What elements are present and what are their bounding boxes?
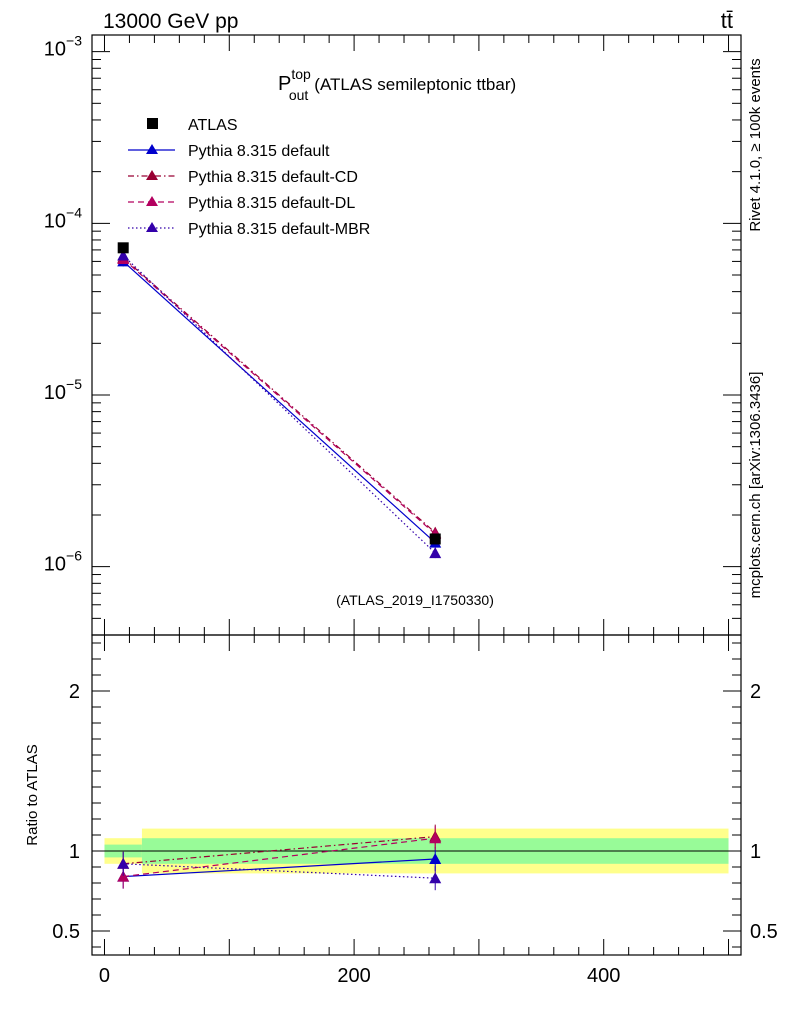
main-series-marker — [429, 547, 442, 559]
main-ytick-label-base: 10 — [44, 39, 66, 61]
ratio-xtick-label: 0 — [99, 965, 110, 987]
main-ytick-label-exp: −4 — [66, 204, 82, 220]
chart-title-main: P — [278, 73, 291, 95]
ratio-series-line — [123, 863, 436, 879]
legend-label-default-dl: Pythia 8.315 default-DL — [188, 195, 355, 212]
ratio-series-line — [123, 837, 436, 878]
ratio-xtick-label: 400 — [587, 965, 620, 987]
ratio-series-marker — [429, 872, 442, 884]
ratio-bands-layer — [104, 828, 729, 874]
main-series-layer — [117, 242, 442, 559]
legend-label-atlas: ATLAS — [188, 117, 238, 134]
chart-title: Ptop out (ATLAS semileptonic ttbar) — [278, 66, 516, 103]
ratio-series-marker — [117, 870, 130, 882]
header-left: 13000 GeV pp — [103, 10, 238, 33]
ratio-ylabel: Ratio to ATLAS — [24, 744, 41, 845]
ratio-axes-layer: 0 200 400 0.5 0.5 1 1 2 2 — [52, 635, 778, 987]
ratio-ytick-label-right: 0.5 — [750, 921, 778, 943]
ratio-xtick-label: 200 — [337, 965, 370, 987]
legend-marker-default-dl — [146, 196, 158, 206]
main-series-marker — [117, 249, 130, 261]
ratio-ytick-label-left: 1 — [69, 841, 80, 863]
atlas-data-point — [117, 242, 129, 254]
legend-marker-default — [146, 144, 158, 154]
legend-label-default: Pythia 8.315 default — [188, 143, 330, 160]
header-right: tt̄ — [721, 8, 733, 33]
main-ytick-label-base: 10 — [44, 210, 66, 232]
ratio-ytick-label-left: 0.5 — [52, 921, 80, 943]
chart-title-sup: top — [291, 66, 311, 82]
ratio-panel: 0 200 400 0.5 0.5 1 1 2 2 Ratio to ATLAS — [24, 634, 778, 987]
analysis-tag: (ATLAS_2019_I1750330) — [336, 592, 494, 608]
atlas-data-point — [429, 533, 441, 545]
ratio-series-line — [123, 858, 436, 878]
legend-marker-default-cd — [146, 170, 158, 180]
main-ytick-label: 10−4 — [44, 204, 82, 232]
main-panel: 10−610−510−410−3 Ptop out(ATLAS semilepto… — [44, 33, 742, 636]
legend-label-default-cd: Pythia 8.315 default-CD — [188, 169, 358, 186]
legend-marker-atlas — [147, 118, 158, 129]
main-ytick-label-exp: −3 — [66, 33, 82, 49]
main-ytick-label: 10−3 — [44, 33, 82, 61]
chart-title-sub: out — [289, 87, 309, 103]
mcplots-label: mcplots.cern.ch [arXiv:1306.3436] — [747, 372, 764, 599]
main-ytick-label-base: 10 — [44, 382, 66, 404]
main-series-line — [122, 260, 436, 544]
main-ytick-label: 10−6 — [44, 548, 82, 576]
main-ytick-label-exp: −5 — [66, 376, 82, 392]
main-ytick-label: 10−5 — [44, 376, 82, 404]
ratio-series-line — [123, 836, 436, 865]
ratio-series-layer — [117, 824, 442, 891]
ratio-series-marker — [117, 857, 130, 869]
ratio-series-marker — [429, 832, 442, 844]
ratio-ytick-label-left: 2 — [69, 681, 80, 703]
main-series-line — [122, 257, 436, 534]
chart-title-rest: (ATLAS semileptonic ttbar) — [314, 75, 516, 94]
main-ytick-label-base: 10 — [44, 554, 66, 576]
rivet-version-label: Rivet 4.1.0, ≥ 100k events — [747, 58, 764, 231]
ratio-panel-frame — [91, 634, 742, 956]
main-ytick-label-exp: −6 — [66, 548, 82, 564]
legend-marker-default-mbr — [146, 222, 158, 232]
ratio-ytick-label-right: 2 — [750, 681, 761, 703]
legend: ATLAS Pythia 8.315 default Pythia 8.315 … — [128, 117, 370, 238]
ratio-ytick-label-right: 1 — [750, 841, 761, 863]
ratio-series-marker — [429, 853, 442, 864]
legend-label-default-mbr: Pythia 8.315 default-MBR — [188, 221, 370, 238]
